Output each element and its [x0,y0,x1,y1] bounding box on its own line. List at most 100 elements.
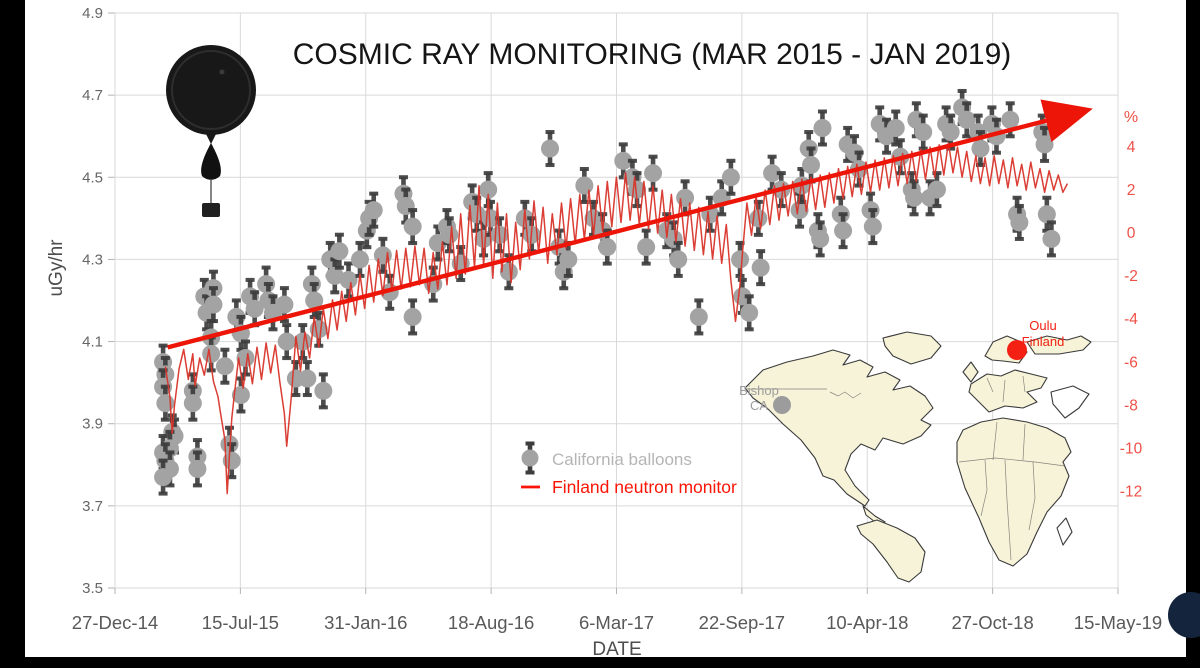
finland-neutron-monitor-series [164,142,1069,495]
balloon-data-point [914,123,933,142]
balloon-data-point [971,139,990,158]
balloon-data-point [188,459,207,478]
right-tick-label: 4 [1127,139,1136,156]
map-border [1022,375,1026,393]
corner-orb-decoration [1168,592,1200,638]
balloon-data-point [790,201,809,220]
balloon-data-point [183,394,202,413]
balloon-neck [204,130,218,144]
balloon-highlight [219,69,225,75]
left-tick-label: 3.5 [82,580,103,597]
right-tick-label: -10 [1120,440,1143,457]
balloon-data-point [1001,110,1020,129]
balloon-data-point [669,250,688,269]
left-tick-label: 4.7 [82,87,103,104]
balloon-data-point [813,119,832,137]
balloon-data-point [1035,135,1054,154]
x-axis-title: DATE [592,639,641,660]
map-border [1022,423,1026,461]
x-tick-label: 22-Sep-17 [699,612,785,633]
balloon-data-point [740,303,759,322]
x-tick-label: 10-Apr-18 [826,612,908,633]
right-tick-labels: 4 2 0 -2 -4 -6 -8 -10 -12 [1120,139,1143,500]
balloon-data-point [222,451,241,470]
balloon-data-point [479,180,498,199]
balloon-data-point [156,394,175,413]
balloon-data-point [1042,229,1061,248]
balloon-data-point [927,180,946,199]
balloon-data-point [245,299,264,318]
balloon-data-point [598,238,617,257]
balloon-data-point [575,176,594,195]
balloon-data-point [1037,205,1056,224]
balloon-data-point [957,110,976,129]
balloon-data-point [886,119,905,137]
balloon-data-point [275,295,294,314]
x-tick-label: 31-Jan-16 [324,612,407,633]
x-tick-label: 27-Oct-18 [951,612,1033,633]
balloon-data-point [689,307,708,326]
balloon-data-point [811,229,830,248]
map-landmass [1056,517,1073,546]
x-tick-label: 15-Jul-15 [202,612,279,633]
left-tick-label: 4.5 [82,169,103,186]
balloon-data-point [440,225,459,244]
balloon-data-point [364,201,383,220]
balloon-data-point [236,349,255,367]
x-tick-labels: 27-Dec-14 15-Jul-15 31-Jan-16 18-Aug-16 6-Ma… [72,612,1162,633]
balloon-data-point [559,250,578,269]
balloon-data-point [676,188,695,207]
bishop-label-line1: Bishop [739,383,779,398]
chart-title: COSMIC RAY MONITORING (MAR 2015 - JAN 20… [293,38,1012,71]
balloon-data-point [305,291,324,310]
map-border [1004,459,1012,561]
balloon-data-point [941,123,960,142]
map-landmass [1026,335,1092,355]
balloon-data-point [751,258,770,277]
balloon-data-point [154,468,173,487]
balloon-data-point [339,270,358,289]
trend-arrow [167,99,1093,350]
oulu-label-line2: Finland [1022,334,1065,349]
map-landmass [1050,385,1090,419]
right-black-bar [1168,0,1200,668]
right-tick-label: -4 [1124,311,1138,328]
map-landmass [882,331,942,365]
balloon-illustration [166,45,256,217]
chart-legend: California balloons Finland neutron moni… [521,441,737,497]
balloon-data-point [215,357,234,376]
map-border [958,457,1066,467]
x-tick-label: 15-May-19 [1074,612,1162,633]
right-tick-label: 0 [1127,225,1136,242]
map-landmass [744,349,934,507]
map-border [980,459,988,517]
balloon-data-point [614,151,633,170]
map-landmass [956,417,1072,567]
balloon-data-point [403,307,422,326]
balloon-data-point [314,381,333,400]
right-tick-label: -2 [1124,268,1138,285]
balloon-data-point [584,209,603,228]
bishop-label-line2: CA [750,398,768,413]
oulu-label-line1: Oulu [1029,318,1056,333]
left-tick-label: 3.7 [82,498,103,515]
neutron-monitor-line [164,142,1069,495]
balloon-data-point [644,164,663,183]
map-border [1028,461,1036,531]
balloon-data-point [499,262,518,281]
map-border [986,377,994,393]
balloon-envelope-icon [166,45,256,135]
oulu-station-dot [1007,340,1027,360]
right-tick-label: -8 [1124,397,1138,414]
balloon-data-point [231,385,250,404]
map-landmass [856,519,926,583]
legend-label-balloons: California balloons [552,450,692,469]
x-tick-label: 27-Dec-14 [72,612,158,633]
trend-arrow-line [167,99,1093,350]
right-tick-label: 2 [1127,182,1136,199]
balloon-data-point [309,320,328,339]
map-landmass [962,361,979,383]
balloon-data-point [298,369,317,388]
left-black-bar [0,0,25,668]
